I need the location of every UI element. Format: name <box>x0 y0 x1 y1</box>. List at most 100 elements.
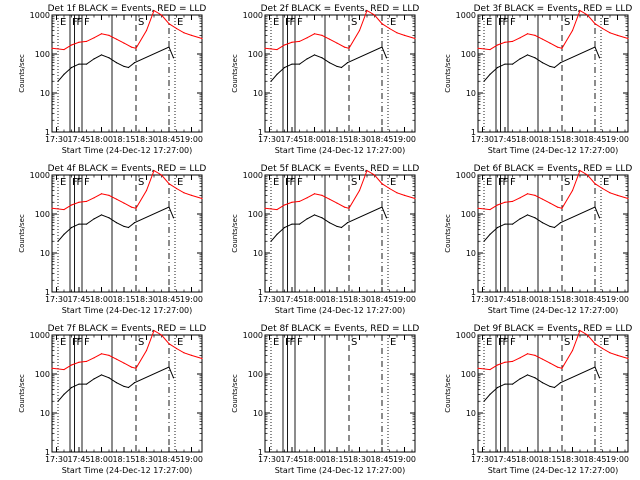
marker-label: F <box>285 337 291 348</box>
data-point <box>127 386 130 389</box>
plot-frame <box>477 334 629 453</box>
y-tick-label: 10 <box>466 89 476 98</box>
data-point <box>534 217 536 219</box>
marker-label: F <box>285 177 291 188</box>
marker-label: S <box>138 337 144 348</box>
y-tick-label: 10 <box>466 409 476 418</box>
data-point <box>616 194 619 196</box>
data-point <box>264 207 266 209</box>
x-axis-label: Start Time (24-Dec-12 17:27:00) <box>62 466 193 475</box>
data-point <box>483 80 485 82</box>
y-tick-label: 100 <box>461 210 476 219</box>
data-point <box>123 362 125 364</box>
data-point <box>526 214 529 216</box>
data-point <box>63 233 65 235</box>
series-line-events <box>57 206 174 242</box>
data-point <box>511 360 514 363</box>
data-point <box>496 364 499 366</box>
panel-title: Det 4f BLACK = Events, RED = LLD <box>48 164 207 174</box>
marker-label: F <box>72 337 78 348</box>
marker-label: F <box>290 337 296 348</box>
data-point <box>313 193 316 195</box>
data-point <box>483 400 485 402</box>
data-point <box>127 66 130 69</box>
data-point <box>172 217 175 219</box>
x-tick-label: 17:30 <box>258 295 281 304</box>
data-point <box>85 223 88 225</box>
data-point <box>85 63 88 65</box>
marker-label: E <box>390 177 396 188</box>
data-point <box>489 393 491 395</box>
data-point <box>561 207 563 209</box>
data-point <box>504 41 506 43</box>
x-tick-label: 17:45 <box>493 295 516 304</box>
data-point <box>616 34 619 36</box>
data-point <box>594 206 596 208</box>
data-point <box>153 9 155 12</box>
y-tick-label: 10 <box>40 409 50 418</box>
x-tick-label: 18:15 <box>112 135 135 144</box>
data-point <box>504 223 506 225</box>
data-point <box>381 46 383 48</box>
plot-frame <box>51 174 203 293</box>
data-point <box>168 206 170 208</box>
data-point <box>549 202 551 204</box>
y-axis-label: Counts/sec <box>444 374 452 413</box>
data-point <box>306 197 308 199</box>
data-point <box>298 223 301 225</box>
data-point <box>78 201 80 203</box>
data-point <box>283 204 286 206</box>
x-tick-label: 18:15 <box>112 455 135 464</box>
panel-7: Det 7f BLACK = Events, RED = LLD 1 10 100 10… <box>18 324 206 475</box>
data-point <box>276 233 278 235</box>
x-tick-label: 18:30 <box>561 135 584 144</box>
plot-frame <box>51 334 203 453</box>
marker-label: F <box>297 337 303 348</box>
data-point <box>123 225 125 228</box>
marker-label: E <box>177 337 183 348</box>
data-point <box>145 189 148 192</box>
data-point <box>51 47 53 49</box>
plot-frame <box>477 174 629 293</box>
y-tick-label: 100 <box>461 50 476 59</box>
marker-label: F <box>510 17 516 28</box>
data-point <box>601 347 604 350</box>
x-tick-label: 17:30 <box>45 295 68 304</box>
y-tick-label: 100 <box>35 210 50 219</box>
data-point <box>571 29 574 32</box>
marker-label: E <box>177 177 183 188</box>
data-point <box>93 378 95 380</box>
data-point <box>496 386 499 389</box>
x-tick-label: 17:45 <box>280 295 303 304</box>
data-point <box>328 198 331 200</box>
marker-label: S <box>138 17 144 28</box>
marker-label: E <box>60 337 66 348</box>
x-tick-label: 17:45 <box>67 135 90 144</box>
x-tick-label: 17:45 <box>280 135 303 144</box>
data-point <box>616 354 619 356</box>
marker-label: F <box>84 337 90 348</box>
data-point <box>264 47 266 49</box>
data-point <box>190 34 193 36</box>
x-tick-label: 17:30 <box>258 135 281 144</box>
data-point <box>381 183 383 185</box>
data-point <box>553 386 556 389</box>
data-point <box>133 222 136 224</box>
x-axis-label: Start Time (24-Dec-12 17:27:00) <box>62 306 193 315</box>
data-point <box>519 378 521 380</box>
data-point <box>108 57 110 59</box>
data-point <box>100 54 103 56</box>
y-tick-label: 1000 <box>243 11 263 20</box>
marker-label: E <box>60 17 66 28</box>
y-tick-label: 1000 <box>456 331 476 340</box>
y-axis-label: Counts/sec <box>18 374 26 413</box>
data-point <box>534 194 536 196</box>
data-point <box>541 38 544 40</box>
x-tick-label: 17:30 <box>471 455 494 464</box>
x-axis-label: Start Time (24-Dec-12 17:27:00) <box>488 306 619 315</box>
panel-title: Det 7f BLACK = Events, RED = LLD <box>48 324 207 334</box>
data-point <box>51 367 53 369</box>
data-point <box>579 169 581 172</box>
panel-title: Det 3f BLACK = Events, RED = LLD <box>474 4 633 14</box>
x-tick-label: 18:00 <box>303 295 326 304</box>
